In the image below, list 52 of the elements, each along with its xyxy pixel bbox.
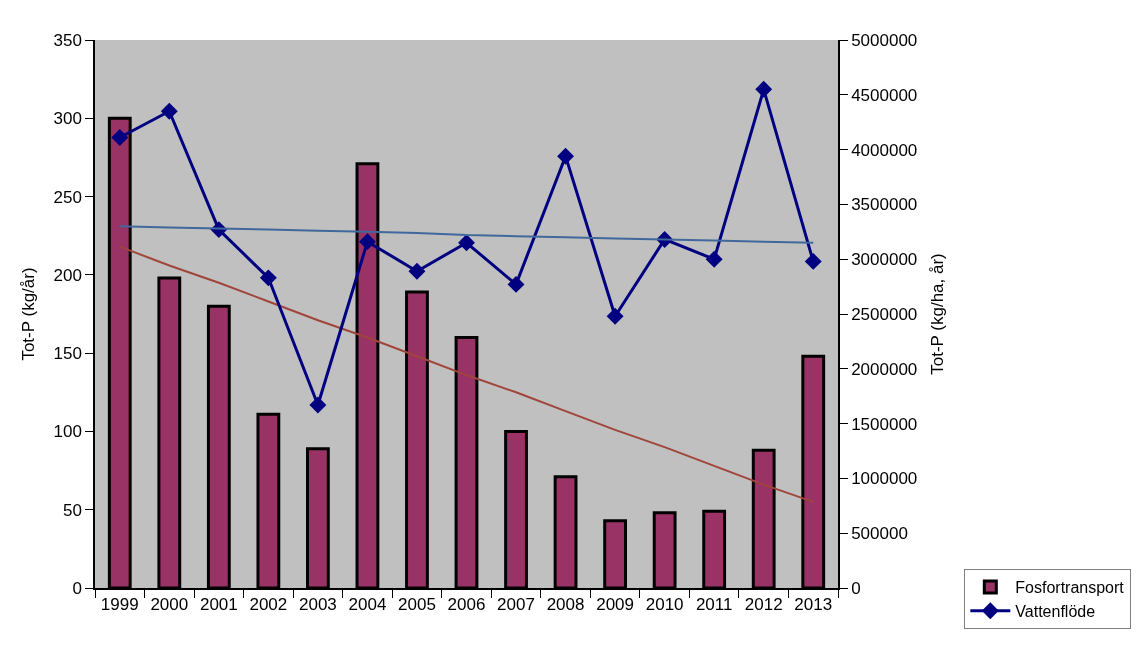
point bbox=[705, 250, 723, 268]
point bbox=[458, 234, 475, 252]
x-tick-label: 2010 bbox=[645, 595, 684, 615]
y2-tick-label: 1500000 bbox=[851, 414, 918, 434]
line-series bbox=[118, 245, 815, 503]
x-tick-label: 2012 bbox=[744, 595, 783, 615]
y-tick-label: 250 bbox=[53, 187, 82, 207]
x-tick-label: 2008 bbox=[546, 595, 585, 615]
x-tick-label: 2006 bbox=[447, 595, 486, 615]
y2-tick-label: 5000000 bbox=[851, 30, 918, 50]
x-tick-label: 2000 bbox=[150, 595, 189, 615]
point bbox=[755, 80, 773, 98]
x-tick-label: 2001 bbox=[199, 595, 238, 615]
y2-tick-label: 3000000 bbox=[851, 250, 918, 270]
x-tick-label: 2002 bbox=[249, 595, 288, 615]
y2-tick-label: 1000000 bbox=[851, 469, 918, 489]
point bbox=[606, 307, 624, 325]
y-axis-title: Tot-P (kg/år) bbox=[18, 267, 38, 361]
x-tick-label: 2005 bbox=[398, 595, 436, 615]
point bbox=[358, 233, 376, 251]
x-tick-label: 2009 bbox=[596, 595, 635, 615]
y2-axis-title: Tot-P (kg/ha, år) bbox=[928, 253, 948, 375]
y2-tick-label: 0 bbox=[851, 578, 861, 598]
y2-tick-label: 2500000 bbox=[851, 304, 918, 324]
point bbox=[160, 102, 178, 120]
legend-label: Fosfortransport bbox=[1015, 579, 1125, 597]
y-tick-label: 100 bbox=[53, 422, 82, 442]
point bbox=[309, 396, 327, 414]
y2-tick-label: 3500000 bbox=[851, 195, 918, 215]
y2-tick-label: 4000000 bbox=[851, 140, 918, 160]
y-tick-label: 0 bbox=[72, 578, 82, 598]
y2-tick-label: 2000000 bbox=[851, 359, 918, 379]
point bbox=[259, 269, 277, 287]
x-tick-label: 2011 bbox=[695, 595, 733, 615]
x-tick-label: 1999 bbox=[100, 595, 139, 615]
point bbox=[507, 275, 525, 293]
y2-tick-label: 500000 bbox=[851, 524, 908, 544]
y-tick-label: 150 bbox=[53, 344, 82, 364]
point bbox=[408, 262, 426, 280]
x-tick-label: 2003 bbox=[298, 595, 337, 615]
x-tick-label: 2013 bbox=[794, 595, 833, 615]
y2-tick-label: 4500000 bbox=[851, 85, 918, 105]
y-tick-label: 350 bbox=[53, 30, 82, 50]
x-tick-label: 2007 bbox=[497, 595, 535, 615]
y-tick-label: 200 bbox=[53, 265, 82, 285]
y-tick-label: 300 bbox=[53, 109, 82, 129]
x-tick-label: 2004 bbox=[348, 595, 387, 615]
y-tick-label: 50 bbox=[62, 500, 82, 520]
point bbox=[111, 129, 129, 146]
point bbox=[804, 252, 822, 270]
legend-label: Vattenflöde bbox=[1015, 603, 1096, 621]
point bbox=[557, 147, 575, 165]
